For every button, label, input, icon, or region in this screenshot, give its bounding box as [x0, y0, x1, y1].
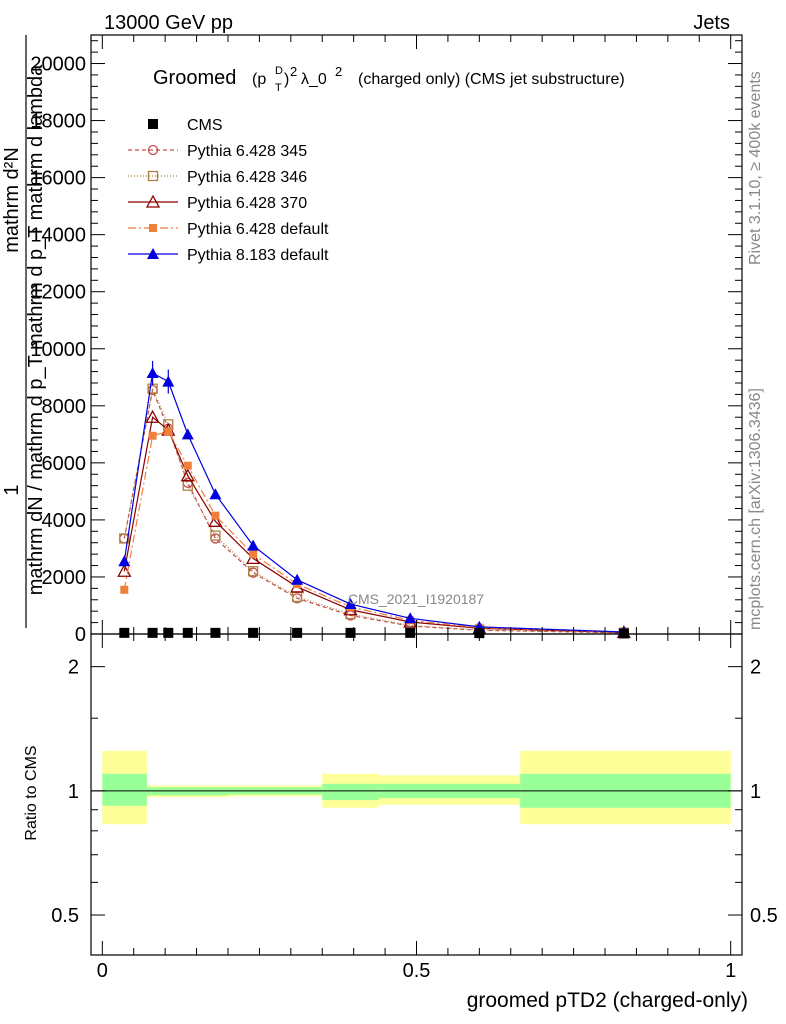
legend-label: CMS	[187, 117, 223, 134]
main-ytick-label: 0	[75, 624, 86, 646]
data-point	[163, 627, 174, 638]
data-point	[145, 409, 160, 423]
data-point	[344, 598, 357, 610]
data-point	[247, 539, 260, 551]
x-tick-label: 0	[97, 960, 108, 982]
main-ylabel: 1 mathrm d²N mathrm dN / mathrm d p_T ma…	[1, 35, 47, 628]
data-point	[182, 627, 193, 638]
title-lambda: λ_0	[301, 71, 327, 88]
data-point	[148, 431, 157, 440]
chart-title: Groomed (p D T ) 2 λ_0 2 (charged only) …	[153, 64, 625, 94]
legend-entry: Pythia 8.183 default	[128, 247, 329, 264]
legend-label: Pythia 6.428 370	[187, 195, 307, 212]
title-lambda-exp: 2	[335, 64, 342, 79]
data-point	[209, 488, 222, 500]
data-point	[247, 566, 259, 577]
main-ytick-label: 10000	[30, 339, 86, 361]
ylabel-bottom: mathrm dN / mathrm d p_T mathrm d p_T ma…	[25, 64, 47, 595]
legend-entry: Pythia 6.428 370	[128, 194, 307, 212]
main-ytick-label: 14000	[30, 225, 86, 247]
data-point	[118, 555, 131, 567]
data-point	[291, 573, 304, 585]
title-suffix: (charged only) (CMS jet substructure)	[358, 71, 625, 88]
legend-marker	[147, 248, 159, 259]
data-point	[249, 550, 258, 559]
legend-marker	[147, 170, 159, 182]
data-point	[210, 530, 221, 541]
ratio-ytick-label-right: 2	[750, 657, 761, 679]
data-point	[119, 533, 130, 544]
data-point	[248, 627, 259, 638]
data-point	[405, 627, 416, 638]
main-ytick-label: 18000	[30, 111, 86, 133]
ratio-band-inner	[102, 773, 147, 806]
data-point	[210, 627, 221, 638]
x-tick-label: 0.5	[403, 960, 431, 982]
series-line	[123, 386, 624, 634]
legend-marker	[148, 119, 158, 129]
main-ytick-label: 16000	[30, 168, 86, 190]
data-point	[146, 367, 159, 379]
legend-label: Pythia 6.428 default	[187, 221, 329, 238]
data-point	[292, 627, 303, 638]
main-ytick-label: 8000	[42, 396, 87, 418]
main-panel: 0 2000 4000 6000 8000 10000 12000 14000 16000 180…	[30, 34, 743, 646]
title-sup-d: D	[275, 65, 283, 77]
title-p: (p	[252, 71, 266, 88]
ylabel-one: 1	[1, 484, 23, 495]
legend: CMS Pythia 6.428 345 Pythia 6.428 346 Pythi…	[128, 117, 329, 264]
ratio-ytick-label-right: 0.5	[750, 905, 778, 927]
ratio-ytick-label: 0.5	[51, 905, 79, 927]
rivet-label: Rivet 3.1.10, ≥ 400k events	[747, 71, 764, 265]
main-ytick-label: 4000	[42, 510, 87, 532]
title-close: )	[284, 71, 289, 88]
main-ytick-label: 6000	[42, 453, 87, 475]
data-point	[164, 427, 173, 436]
x-axis-label: groomed pTD2 (charged-only)	[467, 989, 748, 1012]
title-exp: 2	[290, 64, 297, 79]
x-tick-label: 1	[725, 960, 736, 982]
category-label: Jets	[693, 12, 730, 34]
ratio-ytick-label-right: 1	[750, 781, 761, 803]
legend-entry: CMS	[148, 117, 223, 134]
watermark: CMS_2021_I1920187	[348, 591, 484, 607]
ratio-panel: 0.5 0.5 1 1 2 2 0 0.5 1 Ratio to CMS	[23, 35, 778, 982]
legend-marker	[149, 224, 157, 232]
data-point	[181, 428, 194, 440]
energy-label: 13000 GeV pp	[104, 12, 233, 34]
data-point	[162, 375, 175, 387]
title-sub-t: T	[275, 82, 282, 94]
ratio-ytick-label: 1	[68, 781, 79, 803]
ratio-ylabel: Ratio to CMS	[23, 745, 40, 840]
ylabel-top: mathrm d²N	[1, 147, 23, 253]
legend-label: Pythia 6.428 346	[187, 169, 307, 186]
source-label: mcplots.cern.ch [arXiv:1306.3436]	[747, 388, 764, 630]
main-ytick-label: 12000	[30, 282, 86, 304]
data-point	[404, 612, 417, 624]
main-ytick-label: 20000	[30, 54, 86, 76]
legend-label: Pythia 8.183 default	[187, 247, 329, 264]
data-point	[147, 627, 158, 638]
legend-entry: Pythia 6.428 346	[128, 169, 307, 186]
legend-entry: Pythia 6.428 default	[128, 221, 329, 238]
data-point	[345, 627, 356, 638]
series-line	[123, 416, 624, 634]
ratio-ytick-label: 2	[68, 657, 79, 679]
legend-marker	[147, 144, 159, 156]
data-point	[120, 585, 129, 594]
data-point	[208, 513, 223, 527]
title-main: Groomed	[153, 67, 236, 89]
legend-entry: Pythia 6.428 345	[128, 143, 307, 160]
data-point	[180, 468, 195, 482]
legend-marker	[145, 194, 161, 208]
data-point	[211, 511, 220, 520]
legend-label: Pythia 6.428 345	[187, 143, 307, 160]
main-ytick-label: 2000	[42, 567, 87, 589]
data-point	[119, 627, 130, 638]
ratio-band-inner	[322, 783, 379, 801]
data-point	[183, 461, 192, 470]
